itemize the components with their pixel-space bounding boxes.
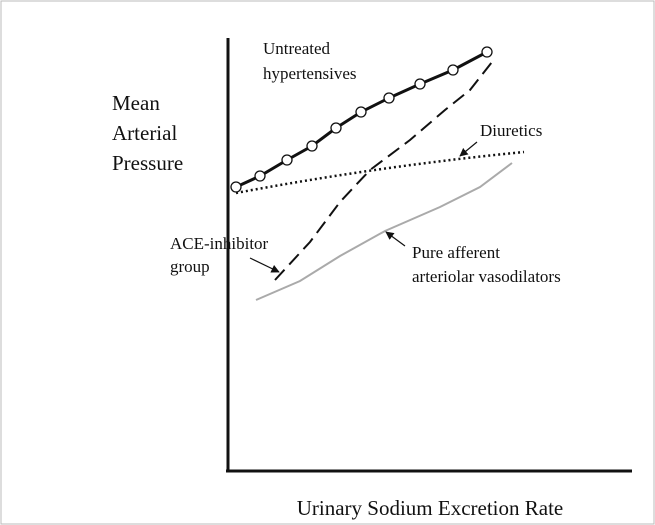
arrow	[249, 257, 280, 273]
y-axis-label: Pressure	[112, 151, 183, 175]
diuretics-curve	[235, 150, 525, 195]
curve-label: Diuretics	[480, 121, 542, 140]
y-axis-label: Mean	[112, 91, 160, 115]
curve-label: Pure afferent	[412, 243, 500, 262]
curve-label: Untreated	[263, 39, 331, 58]
vasodilator-curve	[255, 162, 513, 301]
curve-label: hypertensives	[263, 64, 356, 83]
y-axis-label: Arterial	[112, 121, 177, 145]
arrow	[385, 231, 406, 247]
curve-label: group	[170, 257, 210, 276]
arrow	[459, 141, 478, 157]
ace-curve	[274, 61, 493, 281]
untreated-markers	[230, 46, 493, 193]
curve-label: ACE-inhibitor	[170, 234, 269, 253]
x-axis-label: Urinary Sodium Excretion Rate	[297, 496, 564, 520]
curve-label: arteriolar vasodilators	[412, 267, 561, 286]
untreated-curve	[235, 50, 488, 189]
